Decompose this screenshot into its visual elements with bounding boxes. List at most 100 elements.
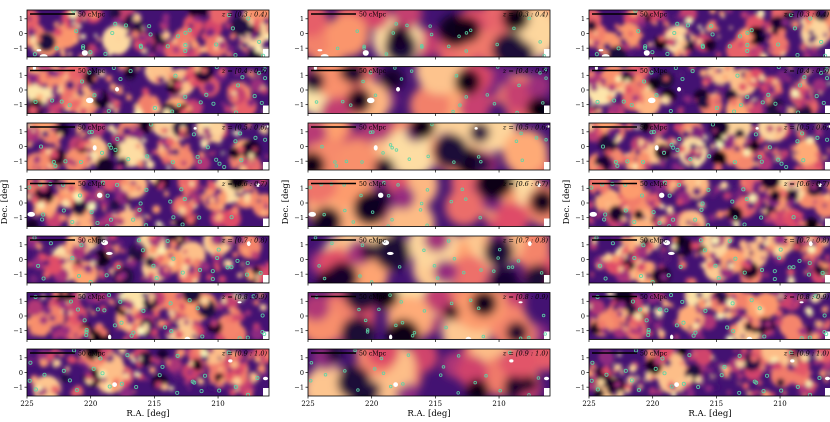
density-knot (177, 203, 182, 207)
density-void (647, 78, 660, 91)
density-knot (231, 206, 240, 215)
density-knot (685, 17, 693, 25)
density-knot (699, 336, 705, 340)
galaxy-marker (170, 160, 175, 165)
masked-region (544, 331, 550, 340)
density-knot (764, 245, 770, 251)
galaxy-marker (50, 98, 55, 103)
galaxy-marker (165, 238, 170, 244)
scale-bar-label: 50 cMpc (359, 181, 387, 188)
density-knot (101, 377, 107, 383)
galaxy-marker (70, 255, 75, 261)
galaxy-marker (725, 325, 730, 330)
density-knot (787, 268, 794, 275)
galaxy-marker (730, 301, 735, 306)
galaxy-marker (323, 373, 328, 377)
density-knot (633, 317, 638, 322)
galaxy-marker (807, 392, 812, 396)
density-knot (589, 304, 592, 309)
galaxy-marker (672, 30, 677, 36)
density-void (469, 123, 491, 144)
density-void (60, 373, 70, 383)
x-tick-label: 225 (301, 400, 314, 408)
density-knot (49, 325, 58, 333)
density-knot (96, 37, 101, 42)
density-knot (120, 354, 126, 359)
galaxy-marker (671, 217, 676, 222)
density-knot (193, 205, 198, 209)
galaxy-marker (140, 248, 145, 253)
galaxy-marker (516, 259, 521, 263)
density-knot (769, 48, 774, 53)
density-blob (776, 70, 789, 83)
density-knot (826, 181, 830, 191)
density-field (27, 292, 267, 340)
scale-bar-label: 50 cMpc (78, 294, 106, 301)
galaxy-marker (484, 374, 488, 378)
density-knot (693, 159, 702, 168)
density-knot (589, 369, 594, 378)
density-knot (247, 165, 252, 170)
density-knot (185, 237, 190, 242)
density-knot (720, 181, 729, 190)
density-knot (195, 326, 205, 336)
y-tick-label: −1 (294, 270, 304, 278)
density-knot (90, 310, 96, 316)
density-knot (256, 127, 261, 133)
galaxy-marker (147, 24, 152, 29)
density-void (372, 292, 399, 309)
galaxy-marker (422, 248, 426, 253)
density-knot (612, 391, 618, 396)
density-knot (637, 325, 644, 333)
density-knot (653, 213, 659, 218)
density-knot (238, 164, 247, 170)
x-tick-label: 210 (773, 400, 786, 408)
density-knot (249, 32, 258, 41)
density-panel (308, 66, 550, 114)
density-knot (185, 105, 193, 112)
galaxy-marker (210, 277, 215, 282)
density-knot (752, 155, 761, 164)
density-blob (459, 92, 490, 114)
density-knot (126, 315, 135, 325)
density-field (308, 292, 550, 340)
galaxy-marker (441, 365, 446, 369)
density-void (340, 316, 375, 340)
galaxy-marker (823, 53, 828, 57)
galaxy-marker (738, 103, 743, 108)
density-knot (163, 191, 170, 197)
galaxy-marker (660, 356, 665, 361)
galaxy-marker (791, 265, 796, 270)
density-knot (82, 192, 88, 198)
galaxy-marker (74, 388, 79, 393)
density-knot (210, 319, 218, 327)
density-knot (32, 135, 40, 144)
galaxy-marker (824, 67, 829, 72)
density-blob (203, 82, 216, 95)
density-void (734, 129, 745, 140)
density-knot (750, 47, 756, 53)
density-knot (715, 305, 725, 315)
density-knot (696, 307, 703, 314)
masked-region (808, 241, 813, 247)
density-knot (718, 317, 722, 321)
galaxy-marker (675, 21, 680, 26)
density-blob (779, 313, 803, 338)
density-knot (172, 148, 180, 156)
density-void (478, 179, 515, 199)
density-knot (118, 349, 127, 354)
density-knot (103, 110, 109, 114)
density-knot (819, 292, 827, 297)
galaxy-marker (401, 382, 405, 386)
redshift-bin-label: z = [0.3 : 0.4) (502, 11, 549, 19)
masked-region (654, 145, 659, 151)
masked-region (36, 49, 42, 52)
y-tick-label: 1 (581, 354, 585, 362)
galaxy-marker (51, 159, 56, 165)
density-knot (132, 100, 138, 106)
galaxy-marker (95, 307, 100, 312)
galaxy-marker (77, 193, 83, 198)
density-knot (777, 201, 781, 205)
density-knot (618, 266, 624, 272)
density-knot (206, 349, 214, 354)
